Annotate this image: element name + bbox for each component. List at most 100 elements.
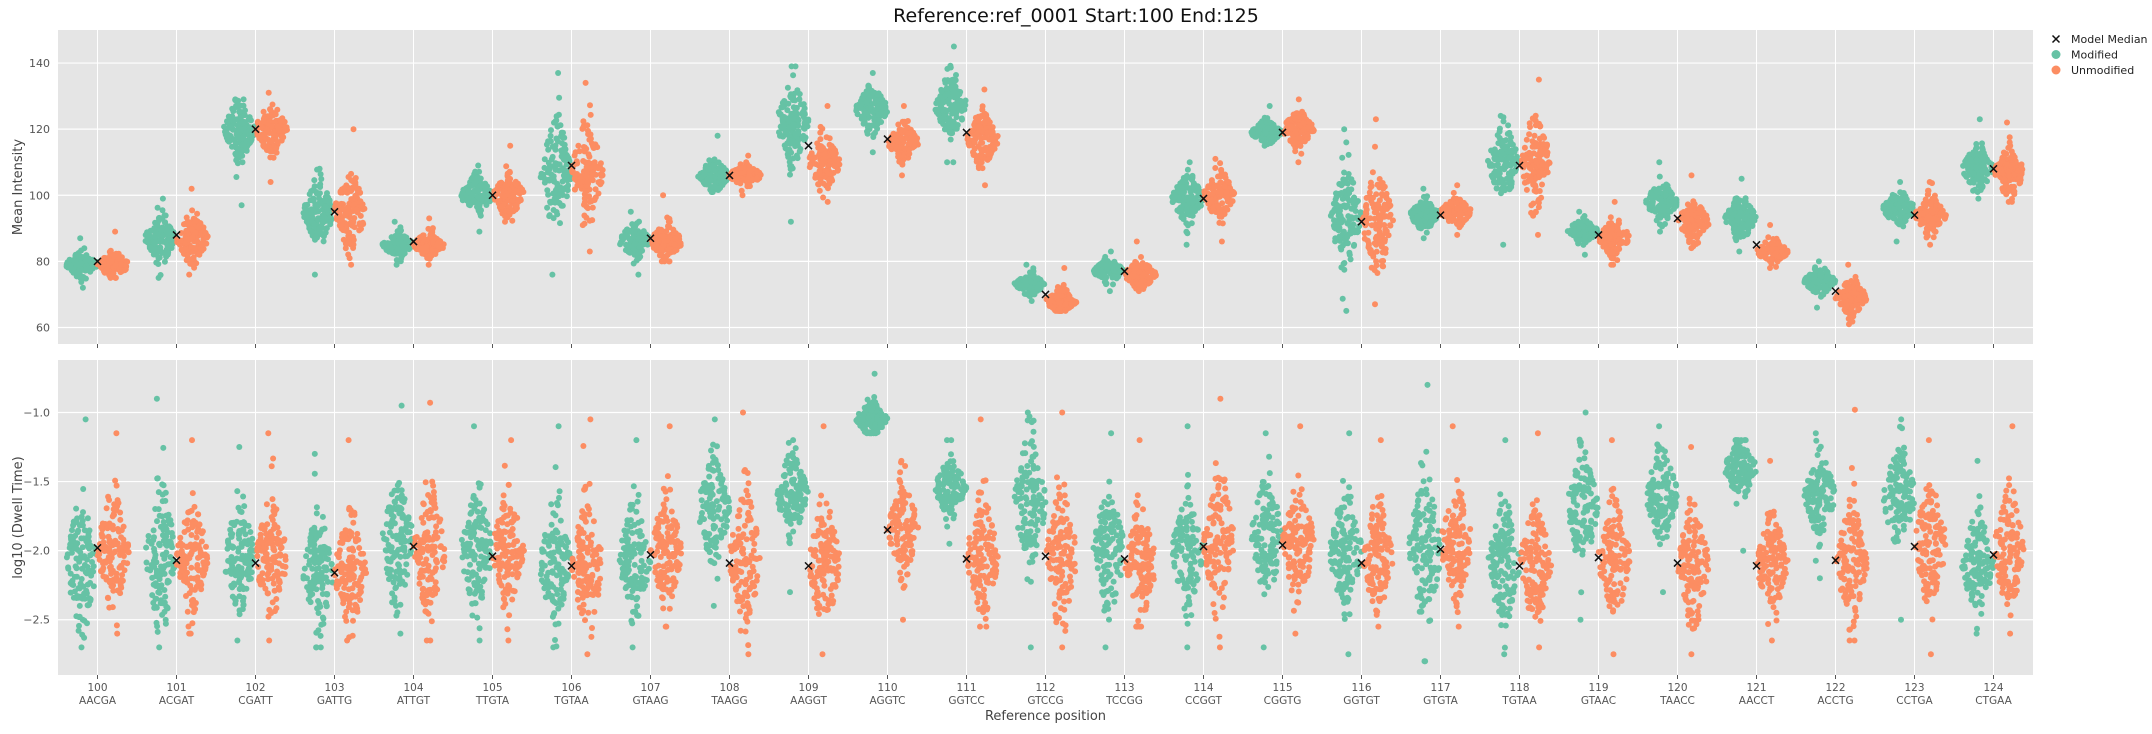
swarm-point <box>160 196 166 202</box>
swarm-point <box>948 137 954 143</box>
swarm-point <box>544 205 550 211</box>
swarm-point <box>825 185 831 191</box>
swarm-point <box>901 145 907 151</box>
swarm-point <box>935 107 941 113</box>
swarm-point <box>1096 273 1102 279</box>
swarm-point <box>83 276 89 282</box>
swarm-point <box>1982 166 1988 172</box>
swarm-point <box>1134 239 1140 245</box>
swarm-point <box>1814 305 1820 311</box>
swarm-point <box>304 202 310 208</box>
swarm-point <box>861 121 867 127</box>
swarm-point <box>275 139 281 145</box>
swarm-point <box>189 186 195 192</box>
swarm-point <box>744 177 750 183</box>
swarm-point <box>741 164 747 170</box>
swarm-point <box>800 109 806 115</box>
swarm-point <box>1172 194 1178 200</box>
swarm-point <box>151 240 157 246</box>
swarm-point <box>549 272 555 278</box>
swarm-point <box>381 244 387 250</box>
swarm-point <box>824 134 830 140</box>
swarm-point <box>1807 273 1813 279</box>
swarm-point <box>1332 238 1338 244</box>
swarm-point <box>1345 240 1351 246</box>
swarm-point <box>1736 249 1742 255</box>
swarm-point <box>540 172 546 178</box>
swarm-point <box>544 142 550 148</box>
swarm-point <box>1346 250 1352 256</box>
swarm-point <box>80 285 86 291</box>
swarm-point <box>989 137 995 143</box>
swarm-point <box>588 136 594 142</box>
swarm-point <box>670 227 676 233</box>
swarm-point <box>872 130 878 136</box>
swarm-point <box>944 86 950 92</box>
swarm-point <box>665 247 671 253</box>
swarm-point <box>1108 263 1114 269</box>
swarm-point <box>951 82 957 88</box>
swarm-point <box>580 158 586 164</box>
swarm-point <box>1337 225 1343 231</box>
swarm-point <box>322 198 328 204</box>
swarm-point <box>316 226 322 232</box>
swarm-point <box>943 107 949 113</box>
swarm-point <box>1491 180 1497 186</box>
swarm-point <box>474 188 480 194</box>
swarm-point <box>1967 156 1973 162</box>
swarm-point <box>1824 275 1830 281</box>
swarm-point <box>158 272 164 278</box>
swarm-point <box>556 112 562 118</box>
swarm-point <box>239 202 245 208</box>
swarm-point <box>273 145 279 151</box>
swarm-point <box>994 134 1000 140</box>
swarm-point <box>233 174 239 180</box>
swarm-point <box>475 163 481 169</box>
swarm-point <box>314 167 320 173</box>
swarm-point <box>818 177 824 183</box>
swarm-point <box>271 132 277 138</box>
swarm-point <box>1423 196 1429 202</box>
swarm-point <box>665 223 671 229</box>
swarm-point <box>342 212 348 218</box>
swarm-point <box>1338 264 1344 270</box>
swarm-point <box>1250 130 1256 136</box>
swarm-point <box>666 216 672 222</box>
swarm-point <box>1980 156 1986 162</box>
swarm-point <box>1577 231 1583 237</box>
swarm-point <box>985 151 991 157</box>
swarm-point <box>982 119 988 125</box>
swarm-point <box>1666 203 1672 209</box>
swarm-point <box>542 156 548 162</box>
swarm-point <box>1580 223 1586 229</box>
swarm-point <box>874 98 880 104</box>
swarm-point <box>118 256 124 262</box>
swarm-point <box>1512 156 1518 162</box>
swarm-point <box>758 172 764 178</box>
swarm-point <box>238 126 244 132</box>
swarm-point <box>1576 209 1582 215</box>
swarm-point <box>898 127 904 133</box>
swarm-point <box>973 115 979 121</box>
swarm-point <box>790 122 796 128</box>
swarm-point <box>710 162 716 168</box>
swarm-point <box>350 245 356 251</box>
swarm-point <box>352 182 358 188</box>
swarm-point <box>1657 174 1663 180</box>
swarm-point <box>599 173 605 179</box>
swarm-point <box>982 182 988 188</box>
swarm-point <box>1196 185 1202 191</box>
swarm-point <box>243 146 249 152</box>
y-axis-label: Mean Intensity <box>11 139 26 235</box>
swarm-point <box>951 44 957 50</box>
swarm-point <box>813 173 819 179</box>
swarm-point <box>1499 156 1505 162</box>
swarm-point <box>509 218 515 224</box>
swarm-point <box>1255 128 1261 134</box>
swarm-point <box>189 207 195 213</box>
swarm-point <box>1174 184 1180 190</box>
swarm-point <box>247 140 253 146</box>
swarm-point <box>183 228 189 234</box>
swarm-point <box>223 132 229 138</box>
